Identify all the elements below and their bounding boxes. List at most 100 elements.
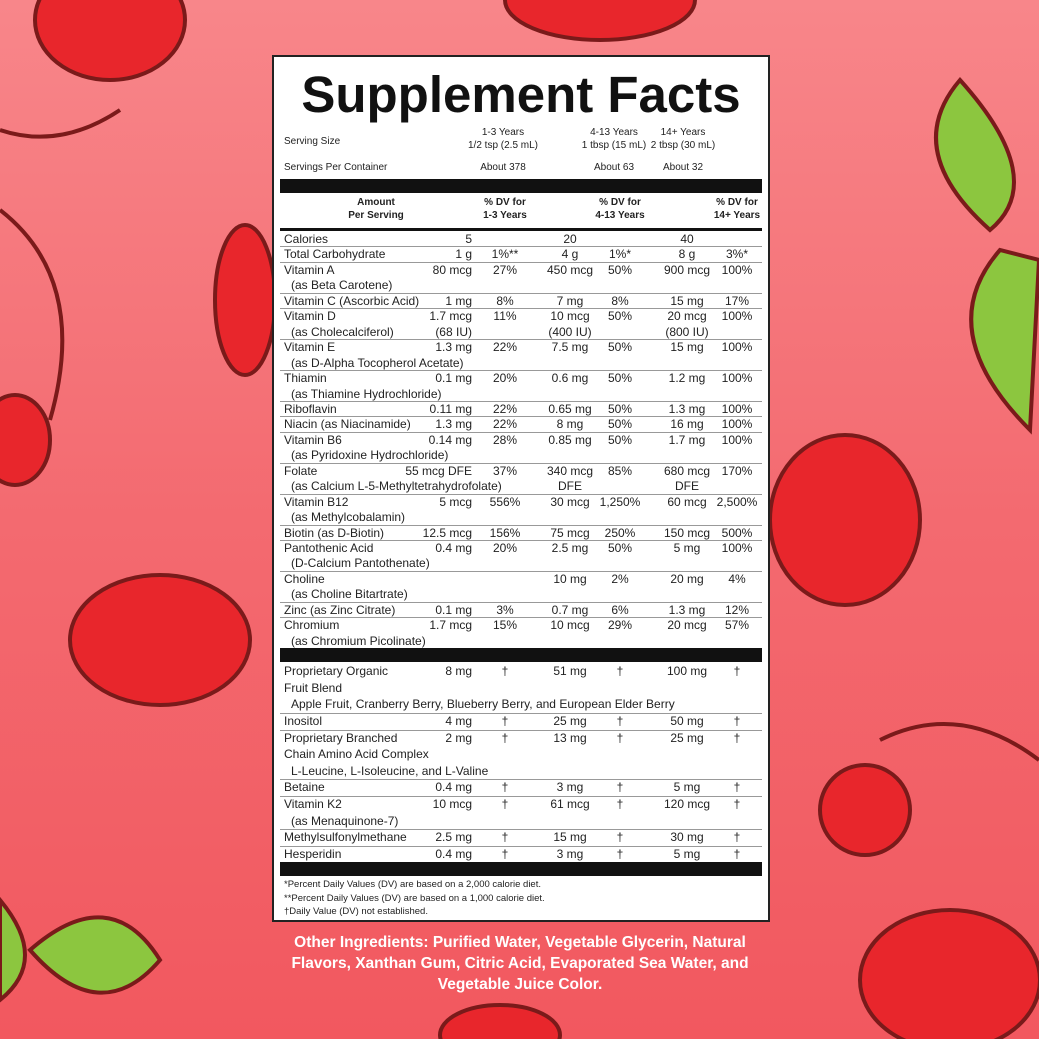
amount: 8 mg bbox=[556, 417, 584, 432]
amount: 10 mcg bbox=[550, 309, 590, 324]
amount: 51 mg bbox=[553, 664, 587, 679]
nutrient-name: Vitamin C (Ascorbic Acid) bbox=[284, 293, 420, 308]
nutrient-name: Betaine bbox=[284, 780, 325, 795]
daily-value: 4% bbox=[728, 571, 746, 586]
amount: 1 g bbox=[455, 247, 472, 262]
servings-per-container: About 63 bbox=[593, 162, 635, 173]
amount: 4 g bbox=[561, 247, 579, 262]
amount: 50 mg bbox=[670, 713, 704, 728]
daily-value: 27% bbox=[492, 262, 518, 277]
servings-per-container: About 378 bbox=[480, 162, 526, 173]
nutrient-name: Chromium bbox=[284, 618, 340, 633]
amount: 8 mg bbox=[445, 664, 472, 679]
daily-value: 100% bbox=[721, 417, 753, 432]
nutrient-name: Choline bbox=[284, 571, 325, 586]
amount: 61 mcg bbox=[550, 796, 590, 811]
thick-rule bbox=[280, 648, 762, 663]
amount: 30 mg bbox=[670, 830, 704, 845]
nutrient-name: Hesperidin bbox=[284, 846, 342, 861]
amount: 10 mg bbox=[553, 571, 587, 586]
amount: 0.1 mg bbox=[435, 371, 472, 386]
dv-header: 14+ Years bbox=[713, 210, 761, 221]
row-rule bbox=[280, 617, 762, 619]
amount: 75 mcg bbox=[550, 525, 590, 540]
thick-rule bbox=[280, 228, 762, 231]
amount: 2.5 mg bbox=[435, 830, 472, 845]
other-ingredients: Other Ingredients: Purified Water, Veget… bbox=[291, 934, 749, 993]
amount: 7.5 mg bbox=[551, 340, 589, 355]
amount: 60 mcg bbox=[667, 494, 707, 509]
daily-value: 100% bbox=[721, 309, 753, 324]
amount: 0.4 mg bbox=[435, 541, 472, 555]
daily-value: 22% bbox=[492, 340, 518, 355]
amount-header: Per Serving bbox=[348, 210, 404, 221]
daily-value: 22% bbox=[492, 401, 518, 416]
daily-value: † bbox=[501, 780, 509, 795]
nutrient-name: Inositol bbox=[284, 713, 323, 728]
daily-value: 100% bbox=[721, 401, 753, 416]
daily-value: † bbox=[616, 796, 624, 811]
amount: 20 mg bbox=[670, 571, 704, 586]
daily-value: 85% bbox=[607, 463, 633, 478]
daily-value: † bbox=[501, 830, 509, 845]
daily-value: 20% bbox=[492, 371, 518, 386]
amount: 80 mcg bbox=[432, 262, 472, 277]
amount: 55 mcg DFE bbox=[405, 463, 472, 478]
daily-value: 50% bbox=[607, 340, 633, 355]
amount: 1.3 mg bbox=[668, 401, 706, 416]
servings-per-container: About 32 bbox=[662, 162, 704, 173]
daily-value: 100% bbox=[721, 340, 753, 355]
nutrient-source: (D-Calcium Pantothenate) bbox=[291, 556, 430, 571]
daily-value: † bbox=[501, 713, 509, 728]
amount: 680 mcg bbox=[663, 463, 711, 478]
servings-per-container-label: Servings Per Container bbox=[284, 162, 388, 173]
daily-value: 12% bbox=[724, 602, 750, 617]
amount: 5 mg bbox=[673, 541, 701, 555]
daily-value: 3%* bbox=[725, 247, 749, 262]
daily-value: 6% bbox=[611, 602, 629, 617]
amount: 1.3 mg bbox=[435, 417, 472, 432]
amount: 15 mg bbox=[553, 830, 587, 845]
footnote: *Percent Daily Values (DV) are based on … bbox=[284, 879, 541, 890]
daily-value: 17% bbox=[724, 293, 750, 308]
amount: 30 mcg bbox=[550, 494, 590, 509]
daily-value: 100% bbox=[721, 262, 753, 277]
amount: 2.5 mg bbox=[551, 541, 589, 555]
dv-header: % DV for bbox=[716, 197, 758, 208]
daily-value: 50% bbox=[607, 401, 633, 416]
nutrient-source: (as Cholecalciferol) bbox=[291, 324, 394, 339]
amount: DFE bbox=[558, 479, 582, 494]
nutrient-name: Pantothenic Acid bbox=[284, 541, 374, 555]
row-rule bbox=[280, 729, 762, 731]
nutrient-name: Proprietary Organic bbox=[284, 664, 389, 679]
row-rule bbox=[280, 292, 762, 294]
daily-value: † bbox=[733, 846, 741, 861]
nutrient-name: Vitamin A bbox=[284, 262, 335, 277]
daily-value: 50% bbox=[607, 541, 633, 555]
nutrient-name: Vitamin B6 bbox=[284, 432, 342, 447]
amount: 0.65 mg bbox=[548, 401, 592, 416]
amount: 5 mcg bbox=[439, 494, 472, 509]
daily-value: 100% bbox=[721, 541, 753, 555]
daily-value: 22% bbox=[492, 417, 518, 432]
row-rule bbox=[280, 370, 762, 372]
amount: 0.6 mg bbox=[551, 371, 589, 386]
serving-size: 1/2 tsp (2.5 mL) bbox=[467, 140, 539, 151]
daily-value: 20% bbox=[492, 541, 518, 555]
nutrient-name: Zinc (as Zinc Citrate) bbox=[284, 602, 396, 617]
amount: 0.85 mg bbox=[548, 432, 592, 447]
nutrient-source: L-Leucine, L-Isoleucine, and L-Valine bbox=[291, 763, 489, 778]
daily-value: 100% bbox=[721, 371, 753, 386]
daily-value: † bbox=[733, 664, 741, 679]
dv-header: % DV for bbox=[484, 197, 526, 208]
row-rule bbox=[280, 524, 762, 526]
supplement-facts-panel: Supplement Facts Serving Size Servings Pe… bbox=[272, 55, 770, 922]
amount: 5 mg bbox=[673, 780, 701, 795]
amount: (800 IU) bbox=[665, 324, 709, 339]
amount: 340 mcg bbox=[546, 463, 594, 478]
amount: 0.4 mg bbox=[435, 846, 472, 861]
amount: 20 mcg bbox=[667, 309, 707, 324]
thick-rule bbox=[280, 862, 762, 877]
nutrient-name: Biotin (as D-Biotin) bbox=[284, 525, 385, 540]
row-rule bbox=[280, 416, 762, 418]
